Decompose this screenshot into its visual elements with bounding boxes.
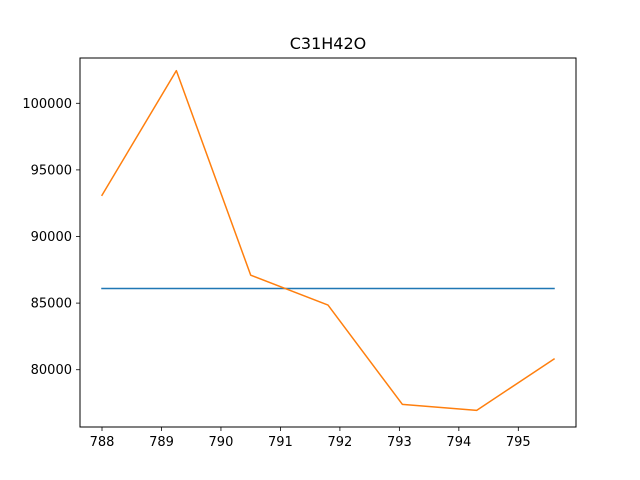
x-tick-label: 795 — [506, 435, 531, 450]
x-tick-label: 791 — [268, 435, 293, 450]
series-layer — [100, 69, 556, 412]
y-tick-label: 100000 — [22, 97, 72, 112]
series-line-2 — [100, 69, 556, 412]
x-tick-label: 793 — [387, 435, 412, 450]
x-tick-label: 789 — [149, 435, 174, 450]
x-tick-label: 788 — [90, 435, 115, 450]
y-tick-label: 80000 — [31, 363, 72, 378]
x-tick-label: 790 — [209, 435, 234, 450]
axes-frame — [79, 57, 577, 428]
x-axis: 788 789 790 791 792 793 794 795 — [90, 427, 531, 450]
y-axis: 80000 85000 90000 95000 100000 — [22, 97, 80, 378]
chart-title: C31H42O — [290, 34, 367, 53]
x-tick-label: 794 — [446, 435, 471, 450]
y-tick-label: 85000 — [31, 297, 72, 312]
y-tick-label: 95000 — [31, 163, 72, 178]
x-tick-label: 792 — [327, 435, 352, 450]
y-tick-label: 90000 — [31, 230, 72, 245]
